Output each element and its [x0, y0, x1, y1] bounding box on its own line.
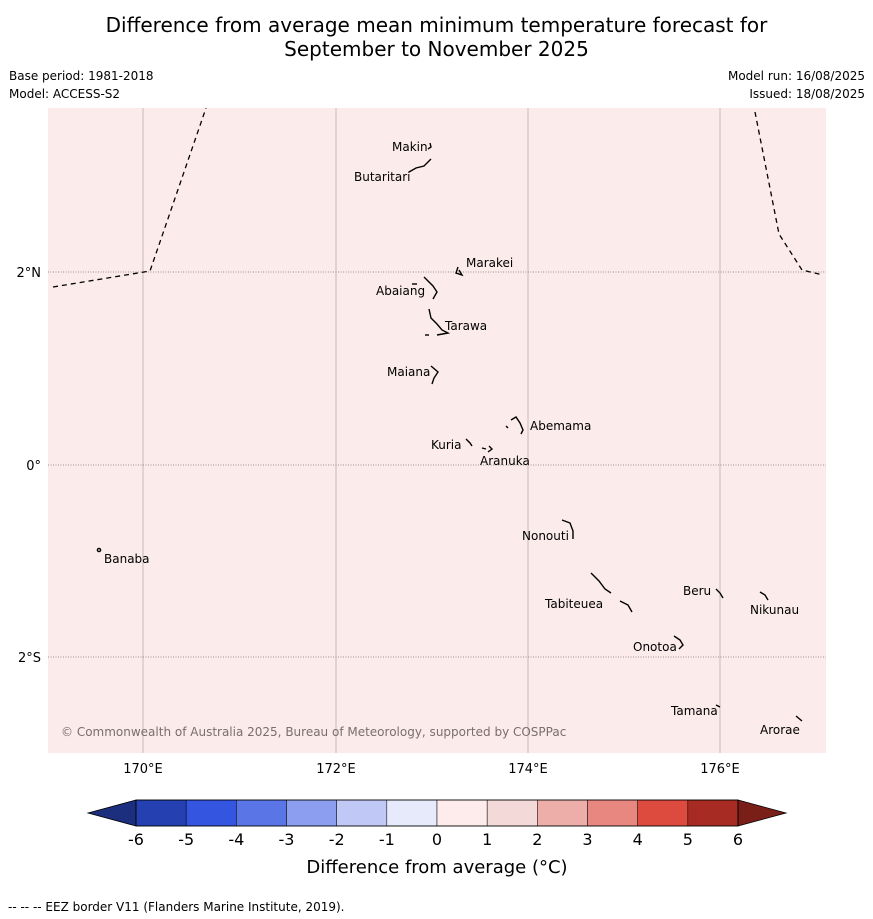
label-onotoa: Onotoa: [633, 640, 677, 654]
label-arorae: Arorae: [760, 723, 800, 737]
colorbar-tick: 3: [582, 830, 592, 849]
colorbar-tick: 0: [432, 830, 442, 849]
x-axis-ticks: 170°E 172°E 174°E 176°E: [123, 762, 740, 777]
island-shape-tabiteuea-north: [590, 572, 612, 594]
model-run: Model run: 16/08/2025: [727, 69, 865, 83]
island-shape-tarawa: [428, 308, 451, 336]
map-figure: Makin Butaritari Marakei Abaiang Tarawa …: [17, 107, 826, 878]
colorbar-tick: -5: [178, 830, 194, 849]
colorbar-cell: [486, 799, 538, 827]
colorbar-cell: [687, 799, 739, 827]
island-shape-abaiang: [423, 276, 438, 300]
colorbar-tick: -2: [329, 830, 345, 849]
island-shape-arorae: [795, 715, 803, 722]
y-axis-ticks: 2°N 0° 2°S: [17, 266, 42, 666]
label-tarawa: Tarawa: [444, 319, 487, 333]
colorbar-cell: [236, 799, 287, 827]
island-shape-maiana: [430, 365, 439, 385]
colorbar-cell: [587, 799, 638, 827]
title-line-2: September to November 2025: [284, 37, 589, 61]
island-labels: Makin Butaritari Marakei Abaiang Tarawa …: [104, 140, 800, 737]
colorbar-tick: 5: [683, 830, 693, 849]
issued-date: Issued: 18/08/2025: [749, 87, 865, 101]
colorbar-cell: [386, 799, 438, 827]
colorbar-frame: [135, 799, 739, 827]
label-kuria: Kuria: [431, 438, 462, 452]
eez-legend-note: -- -- -- EEZ border V11 (Flanders Marine…: [8, 900, 345, 914]
label-tamana: Tamana: [670, 704, 718, 718]
colorbar-cell: [436, 799, 488, 827]
island-shape-kuria: [465, 438, 473, 447]
island-shape-tabiteuea-south: [619, 600, 633, 613]
label-makin: Makin: [392, 140, 428, 154]
island-shape-butaritari: [408, 158, 432, 173]
island-shape-nikunau: [759, 591, 769, 601]
island-shape-nonouti: [561, 519, 574, 539]
colorbar-cell: [185, 799, 237, 827]
label-beru: Beru: [683, 584, 711, 598]
colorbar: -6 -5 -4 -3 -2 -1 0 1 2 3 4 5 6 Difference from aver…: [86, 799, 788, 878]
island-shape-tamana: [715, 704, 721, 708]
label-maiana: Maiana: [387, 365, 430, 379]
colorbar-cell: [135, 799, 187, 827]
island-shape-abemama-islet: [505, 425, 509, 429]
colorbar-extend-low: [86, 799, 137, 827]
label-aranuka: Aranuka: [480, 454, 530, 468]
colorbar-cell: [336, 799, 388, 827]
x-tick-172e: 172°E: [316, 762, 356, 777]
x-tick-170e: 170°E: [123, 762, 163, 777]
colorbar-tick: -1: [379, 830, 395, 849]
label-marakei: Marakei: [466, 256, 513, 270]
label-abemama: Abemama: [530, 419, 591, 433]
colorbar-extend-high: [737, 799, 788, 827]
eez-borders: [52, 107, 824, 288]
island-shape-banaba: [96, 547, 102, 553]
colorbar-tick-labels: -6 -5 -4 -3 -2 -1 0 1 2 3 4 5 6: [128, 830, 743, 849]
label-abaiang: Abaiang: [376, 284, 425, 298]
island-shape-marakei: [455, 266, 464, 277]
label-nonouti: Nonouti: [522, 529, 569, 543]
label-butaritari: Butaritari: [354, 170, 411, 184]
colorbar-tick: 6: [733, 830, 743, 849]
colorbar-tick: 4: [633, 830, 643, 849]
island-shape-makin: [427, 142, 432, 150]
colorbar-tick: -3: [279, 830, 295, 849]
y-tick-2s: 2°S: [18, 651, 41, 666]
colorbar-label: Difference from average (°C): [306, 857, 567, 878]
label-nikunau: Nikunau: [750, 603, 799, 617]
y-tick-2n: 2°N: [17, 266, 42, 281]
island-outlines: [96, 142, 803, 722]
island-shape-abemama: [510, 416, 524, 435]
map-background: [48, 108, 826, 753]
colorbar-cell: [286, 799, 337, 827]
label-banaba: Banaba: [104, 552, 150, 566]
title-line-1: Difference from average mean minimum tem…: [105, 13, 768, 37]
x-tick-176e: 176°E: [700, 762, 740, 777]
island-shape-onotoa: [673, 635, 684, 650]
base-period: Base period: 1981-2018: [9, 69, 154, 83]
island-shape-beru: [715, 588, 724, 599]
colorbar-tick: -6: [128, 830, 144, 849]
island-shape-aranuka: [481, 445, 494, 453]
colorbar-tick: -4: [228, 830, 244, 849]
colorbar-cell: [537, 799, 588, 827]
colorbar-tick: 2: [532, 830, 542, 849]
colorbar-tick: 1: [482, 830, 492, 849]
label-tabiteuea: Tabiteuea: [544, 597, 603, 611]
x-tick-174e: 174°E: [508, 762, 548, 777]
colorbar-cell: [637, 799, 689, 827]
y-tick-0: 0°: [26, 459, 41, 474]
copyright-notice: © Commonwealth of Australia 2025, Bureau…: [61, 725, 566, 739]
colorbar-cells: [135, 799, 739, 827]
eez-border-east: [754, 111, 824, 276]
model-name: Model: ACCESS-S2: [9, 87, 121, 101]
gridlines: [48, 108, 826, 753]
